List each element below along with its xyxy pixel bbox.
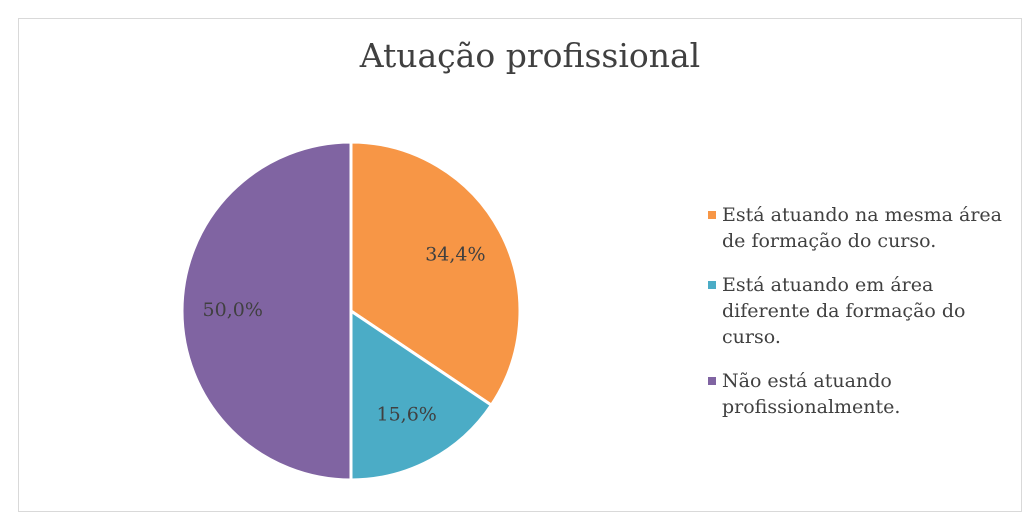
data-label: 15,6% — [377, 403, 437, 425]
data-label: 50,0% — [203, 299, 263, 321]
legend-label: Está atuando na mesma área de formação d… — [722, 204, 1003, 252]
legend-item: Está atuando na mesma área de formação d… — [708, 202, 1018, 254]
legend-label: Não está atuando profissionalmente. — [722, 370, 901, 418]
legend-item: Está atuando em área diferente da formaç… — [708, 272, 1018, 350]
legend-key — [708, 211, 716, 219]
legend-label: Está atuando em área diferente da formaç… — [722, 274, 966, 348]
legend-key — [708, 377, 716, 385]
legend-key — [708, 281, 716, 289]
legend: Está atuando na mesma área de formação d… — [708, 202, 1018, 438]
chart-border — [18, 18, 1022, 512]
chart-title: Atuação profissional — [359, 36, 701, 75]
pie-slice — [349, 308, 494, 482]
pie-slice — [349, 140, 522, 408]
data-label: 34,4% — [425, 243, 485, 265]
legend-item: Não está atuando profissionalmente. — [708, 368, 1018, 420]
pie-slice — [180, 140, 353, 482]
